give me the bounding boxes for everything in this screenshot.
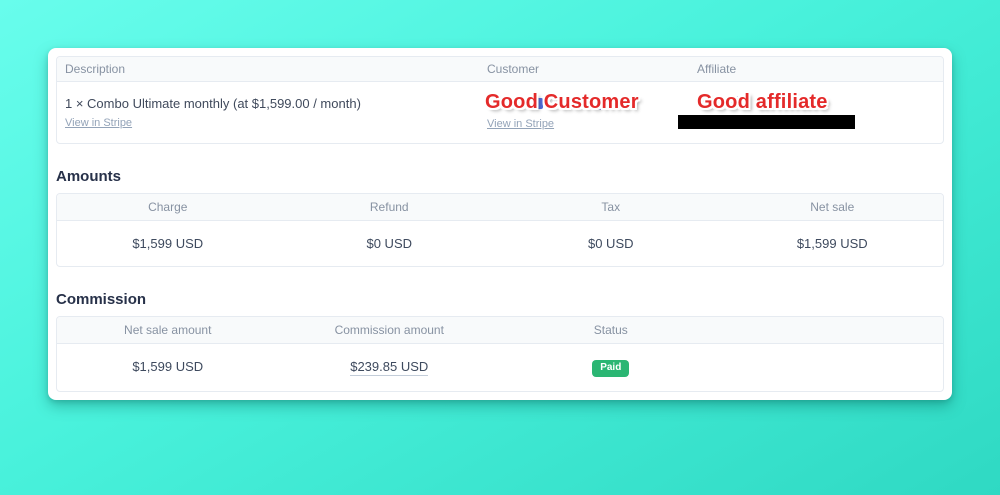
obscured-text-fragment — [533, 98, 543, 109]
customer-cell: Good Customer View in Stripe — [479, 82, 689, 143]
column-header-commission-amount: Commission amount — [334, 323, 444, 337]
amounts-section-title: Amounts — [56, 168, 121, 185]
detail-card: Description Customer Affiliate 1 × Combo… — [48, 48, 952, 400]
column-header-net-sale-amount: Net sale amount — [124, 323, 212, 337]
column-header-refund: Refund — [369, 200, 409, 214]
affiliate-cell: Good affiliate — [678, 82, 943, 143]
column-header-status: Status — [593, 323, 628, 337]
view-in-stripe-link-description[interactable]: View in Stripe — [65, 117, 133, 129]
empty-cell — [722, 344, 944, 391]
commission-net-sale-value: $1,599 USD — [132, 359, 204, 374]
description-cell: 1 × Combo Ultimate monthly (at $1,599.00… — [57, 82, 479, 143]
refund-value: $0 USD — [366, 236, 413, 251]
column-header-description: Description — [65, 62, 126, 76]
line-item-table: Description Customer Affiliate 1 × Combo… — [56, 56, 944, 144]
status-cell: Paid — [500, 344, 722, 391]
column-header-net-sale: Net sale — [810, 200, 855, 214]
status-badge: Paid — [592, 360, 630, 377]
column-header-charge: Charge — [148, 200, 188, 214]
charge-value: $1,599 USD — [132, 236, 204, 251]
net-sale-value: $1,599 USD — [796, 236, 868, 251]
commission-amount-value[interactable]: $239.85 USD — [350, 359, 429, 376]
commission-table: Net sale amount Commission amount Status… — [56, 316, 944, 392]
view-in-stripe-link-customer[interactable]: View in Stripe — [487, 118, 555, 130]
amounts-row: $1,599 USD $0 USD $0 USD $1,599 USD — [57, 221, 943, 266]
line-item-row: 1 × Combo Ultimate monthly (at $1,599.00… — [57, 82, 943, 143]
amounts-table: Charge Refund Tax Net sale $1,599 USD $0… — [56, 193, 944, 267]
obscured-text-fragment — [597, 106, 611, 110]
affiliate-annotation: Good affiliate — [697, 91, 828, 113]
line-item-table-header: Description Customer Affiliate — [57, 57, 943, 82]
commission-table-header: Net sale amount Commission amount Status — [57, 317, 943, 344]
commission-row: $1,599 USD $239.85 USD Paid — [57, 344, 943, 391]
commission-section-title: Commission — [56, 291, 147, 308]
column-header-tax: Tax — [601, 200, 621, 214]
line-item-description: 1 × Combo Ultimate monthly (at $1,599.00… — [65, 96, 361, 111]
tax-value: $0 USD — [587, 236, 634, 251]
redaction-bar — [678, 115, 855, 129]
commission-amount-cell: $239.85 USD — [279, 344, 501, 391]
column-header-customer: Customer — [487, 62, 540, 76]
column-header-affiliate: Affiliate — [697, 62, 737, 76]
obscured-text-fragment — [811, 97, 820, 107]
customer-annotation: Good Customer — [485, 91, 639, 113]
amounts-table-header: Charge Refund Tax Net sale — [57, 194, 943, 221]
obscured-text-fragment — [731, 96, 739, 108]
column-header-empty — [722, 317, 944, 343]
